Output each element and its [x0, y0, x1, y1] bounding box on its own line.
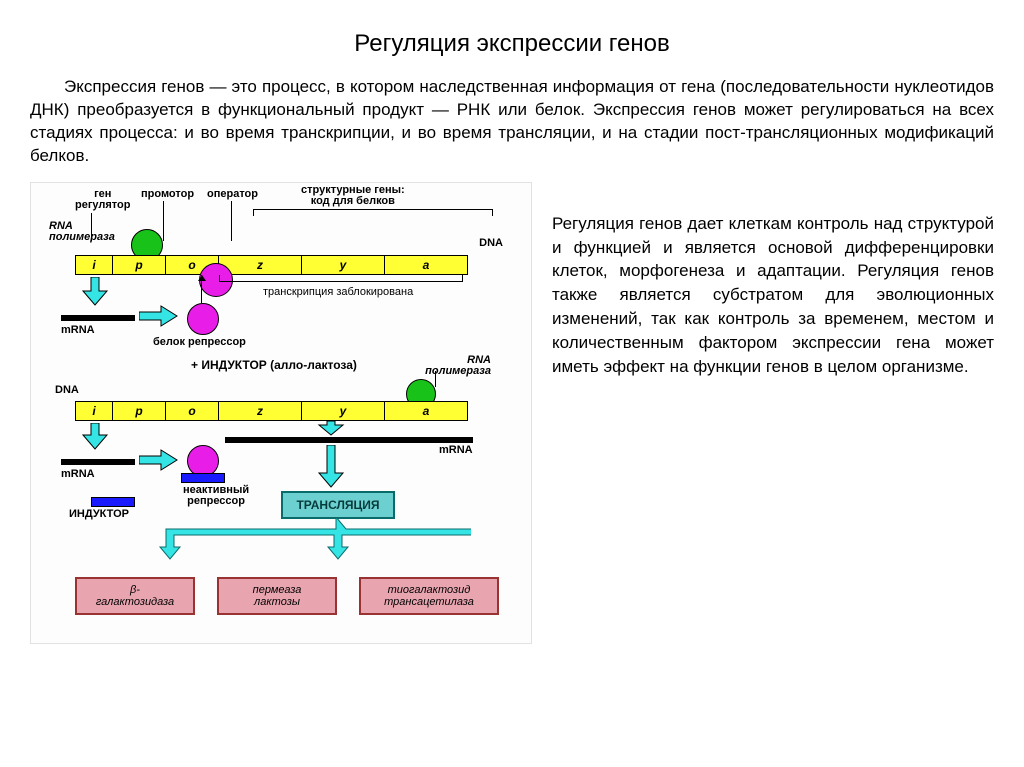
seg-a: a: [385, 256, 467, 274]
mrna-bar-long: [225, 437, 473, 443]
label-rna-polymerase-1: RNA полимераза: [49, 221, 115, 244]
arrowhead-up-icon: [198, 275, 206, 281]
seg2-p: p: [113, 402, 166, 420]
label-repressor: белок репрессор: [153, 337, 246, 349]
label-transcription-blocked: транскрипция заблокирована: [263, 287, 413, 299]
dna-strand-2: i p o z y a: [75, 401, 468, 421]
arrow-right-2-icon: [139, 449, 179, 471]
tick-rna2: [435, 371, 436, 387]
label-structural-genes: структурные гены: код для белков: [301, 185, 405, 208]
label-gene-regulator: ген регулятор: [75, 189, 130, 212]
arrow-to-translation-icon: [317, 445, 345, 489]
bracket-blocked: [219, 281, 463, 282]
arrow-down-small-icon: [317, 421, 345, 437]
label-dna-1: DNA: [479, 238, 503, 250]
repressor-free-icon: [187, 303, 219, 335]
product-box-3: тиогалактозид трансацетилаза: [359, 577, 499, 615]
product-box-1: β- галактозидаза: [75, 577, 195, 615]
tick-gene: [91, 213, 92, 241]
seg2-z: z: [219, 402, 302, 420]
fanout-arrows-icon: [91, 517, 471, 575]
seg2-a: a: [385, 402, 467, 420]
operon-diagram: ген регулятор промотор оператор структур…: [30, 182, 532, 644]
mrna-bar-2: [61, 459, 135, 465]
mrna-bar-1: [61, 315, 135, 321]
two-column-layout: ген регулятор промотор оператор структур…: [30, 182, 994, 644]
arrow-down-2-icon: [81, 423, 109, 451]
label-mrna-1: mRNA: [61, 325, 95, 337]
inductor-bound-icon: [181, 473, 225, 483]
seg2-y: y: [302, 402, 385, 420]
seg2-o: o: [166, 402, 219, 420]
seg-z: z: [219, 256, 302, 274]
seg-i: i: [76, 256, 113, 274]
label-inactive-repressor: неактивный репрессор: [183, 485, 249, 508]
bracket-structural: [253, 209, 493, 210]
label-dna-2: DNA: [55, 385, 79, 397]
label-mrna-3: mRNA: [61, 469, 95, 481]
seg2-i: i: [76, 402, 113, 420]
arrow-right-icon: [139, 305, 179, 327]
arrow-down-icon: [81, 277, 109, 307]
product-box-2: пермеаза лактозы: [217, 577, 337, 615]
side-paragraph: Регуляция генов дает клеткам контроль на…: [552, 182, 994, 644]
label-inductor-line: + ИНДУКТОР (алло-лактоза): [191, 359, 357, 372]
seg-p: p: [113, 256, 166, 274]
seg-y: y: [302, 256, 385, 274]
dna-strand-1: i p o z y a: [75, 255, 468, 275]
label-mrna-2: mRNA: [439, 445, 473, 457]
label-operator: оператор: [207, 189, 258, 201]
translation-box: ТРАНСЛЯЦИЯ: [281, 491, 395, 519]
tick-prom: [163, 201, 164, 241]
tick-oper: [231, 201, 232, 241]
label-promotor: промотор: [141, 189, 194, 201]
page-title: Регуляция экспрессии генов: [30, 30, 994, 58]
inductor-free-icon: [91, 497, 135, 507]
intro-paragraph: Экспрессия генов — это процесс, в которо…: [30, 76, 994, 168]
